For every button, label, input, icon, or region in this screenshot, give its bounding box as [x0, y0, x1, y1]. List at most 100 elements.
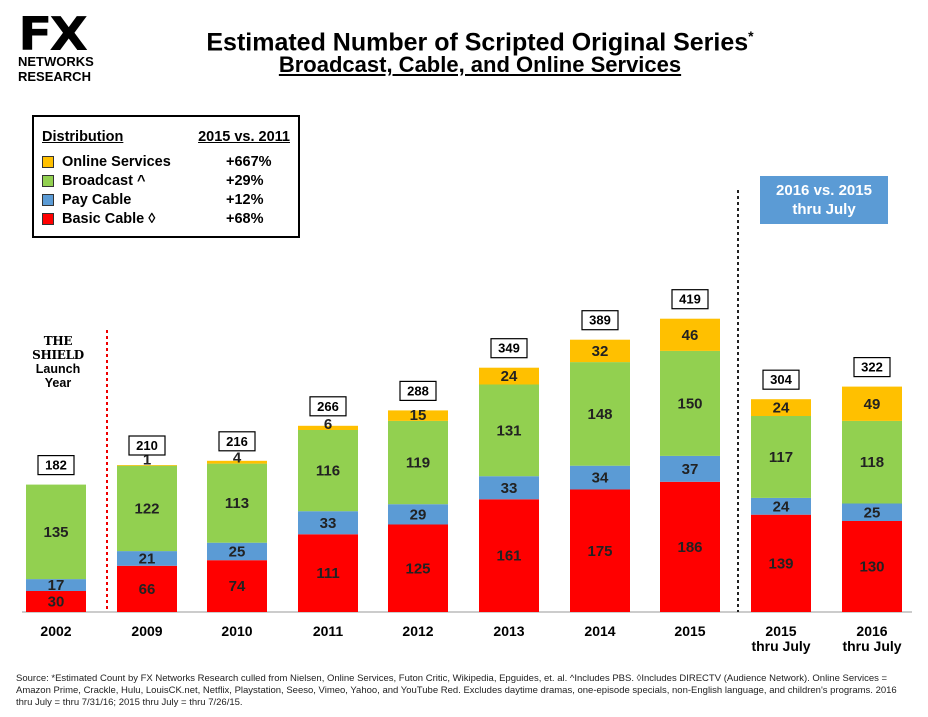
value-label: 117 — [769, 449, 793, 466]
bar-segment-basic-cable — [207, 560, 267, 612]
bar-segment-broadcast — [751, 416, 811, 498]
total-box — [581, 310, 619, 331]
legend-label: Online Services — [62, 154, 171, 170]
logo-brand: FX — [18, 7, 88, 61]
total-box — [128, 435, 166, 456]
legend-item-pay-cable: Pay Cable +12% — [42, 192, 290, 210]
legend: Distribution 2015 vs. 2011 Online Servic… — [32, 115, 300, 238]
legend-change: +667% — [226, 154, 272, 170]
legend-swatch-pay-cable — [42, 194, 54, 206]
bar-segment-broadcast — [388, 420, 448, 505]
2016-vs-2015-callout: 2016 vs. 2015 thru July — [760, 176, 888, 224]
value-label: 4 — [233, 450, 242, 467]
value-label: 37 — [682, 461, 699, 478]
bar-segment-basic-cable — [751, 514, 811, 612]
callout-line-2: thru July — [792, 201, 856, 218]
year-label: Year — [44, 376, 72, 390]
total-box — [762, 369, 800, 390]
chart-title: Estimated Number of Scripted Original Se… — [206, 28, 754, 57]
value-label: 111 — [316, 565, 339, 582]
value-label: 30 — [48, 594, 65, 611]
total-label: 389 — [589, 313, 611, 328]
logo-line-2: RESEARCH — [18, 69, 91, 84]
value-label: 113 — [225, 495, 249, 512]
value-label: 24 — [773, 498, 790, 515]
bar-segment-online-services — [570, 339, 630, 363]
value-label: 25 — [864, 504, 881, 521]
bar-segment-pay-cable — [207, 542, 267, 561]
value-label: 15 — [410, 407, 427, 424]
title-footnote-mark: * — [748, 28, 754, 44]
value-label: 125 — [405, 560, 430, 577]
x-tick-label: 2009 — [131, 623, 162, 639]
bar-segment-online-services — [207, 460, 267, 464]
x-tick-label-line-2: thru July — [842, 638, 901, 654]
value-label: 118 — [860, 454, 884, 471]
legend-swatch-broadcast — [42, 175, 54, 187]
value-label: 6 — [324, 416, 332, 433]
bar-segment-pay-cable — [570, 465, 630, 490]
x-tick-label: 2014 — [584, 623, 615, 639]
bar-segment-online-services — [842, 386, 902, 421]
bar-segment-broadcast — [842, 420, 902, 504]
callout-line-1: 2016 vs. 2015 — [776, 182, 872, 199]
total-box — [671, 289, 709, 310]
legend-label: Broadcast ^ — [62, 173, 146, 189]
legend-label: Pay Cable — [62, 192, 132, 208]
bar-segment-broadcast — [117, 465, 177, 552]
bar-segment-basic-cable — [660, 481, 720, 612]
bar-segment-broadcast — [479, 384, 539, 477]
total-label: 210 — [136, 438, 158, 453]
total-box — [218, 431, 256, 452]
total-label: 216 — [226, 434, 248, 449]
source-footnote: Source: *Estimated Count by FX Networks … — [16, 673, 897, 708]
bar-segment-online-services — [388, 410, 448, 421]
bar-segment-online-services — [479, 367, 539, 385]
value-label: 148 — [587, 406, 612, 423]
total-box — [853, 357, 891, 378]
legend-item-online-services: Online Services +667% — [42, 154, 290, 172]
logo-line-1: NETWORKS — [18, 54, 94, 69]
bar-segment-basic-cable — [388, 524, 448, 612]
total-box — [37, 455, 75, 476]
bar-segment-broadcast — [570, 362, 630, 466]
bar-segment-basic-cable — [842, 521, 902, 612]
x-tick-label: 2011 — [313, 623, 344, 639]
bar-segment-basic-cable — [117, 565, 177, 612]
legend-item-broadcast: Broadcast ^ +29% — [42, 173, 290, 191]
value-label: 135 — [43, 524, 68, 541]
value-label: 25 — [229, 543, 246, 560]
value-label: 186 — [677, 539, 702, 556]
x-tick-label-line-2: thru July — [751, 638, 810, 654]
x-tick-label: 2013 — [493, 623, 524, 639]
x-tick-label: 2002 — [40, 623, 71, 639]
value-label: 32 — [592, 343, 609, 360]
value-label: 66 — [139, 581, 156, 598]
the-shield-title: THE SHIELD — [32, 334, 84, 362]
total-box — [490, 338, 528, 359]
value-label: 150 — [677, 395, 702, 412]
legend-change: +29% — [226, 173, 264, 189]
fx-networks-research-logo: FX NETWORKS RESEARCH — [18, 11, 98, 92]
bar-segment-pay-cable — [117, 551, 177, 566]
bar-segment-pay-cable — [751, 497, 811, 515]
total-label: 322 — [861, 360, 883, 375]
x-tick-label: 2015 — [674, 623, 705, 639]
total-label: 266 — [317, 399, 339, 414]
bar-segment-pay-cable — [388, 504, 448, 525]
bar-segment-broadcast — [298, 430, 358, 512]
legend-header-distribution: Distribution — [42, 129, 124, 145]
value-label: 33 — [501, 480, 518, 497]
total-label: 419 — [679, 292, 701, 307]
value-label: 175 — [587, 543, 612, 560]
value-label: 119 — [406, 455, 430, 472]
legend-swatch-basic-cable — [42, 213, 54, 225]
bar-segment-online-services — [117, 465, 177, 466]
value-label: 33 — [320, 515, 337, 532]
bar-segment-basic-cable — [479, 499, 539, 612]
total-box — [399, 380, 437, 401]
chart-subtitle: Broadcast, Cable, and Online Services — [278, 52, 682, 77]
total-box — [309, 396, 347, 417]
x-tick-label: 2016 — [856, 623, 887, 639]
